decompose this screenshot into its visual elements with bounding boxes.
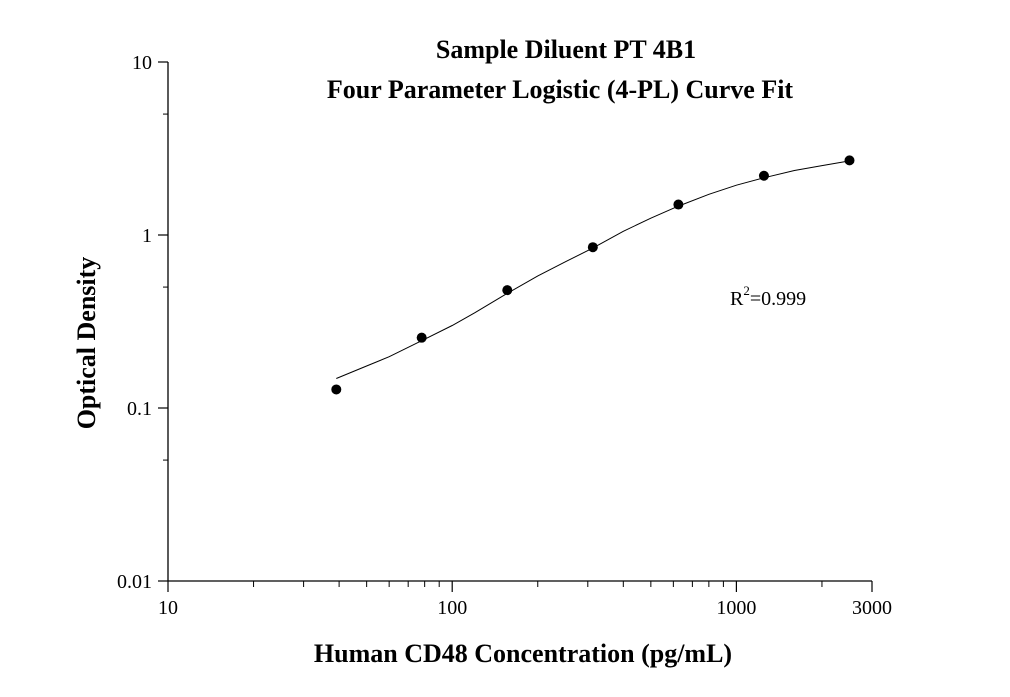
axes	[167, 62, 872, 582]
x-tick-label: 3000	[852, 597, 892, 619]
y-axis-title: Optical Density	[72, 257, 101, 430]
chart-title-line-1: Sample Diluent PT 4B1	[436, 35, 696, 64]
x-axis-ticks: 10 100 1000 3000	[158, 581, 892, 619]
data-point	[416, 332, 427, 343]
x-tick-label: 10	[158, 597, 178, 619]
data-point	[331, 384, 342, 395]
r-squared-superscript: 2	[743, 283, 750, 298]
y-tick-label: 0.01	[117, 571, 152, 593]
x-tick-label: 100	[437, 597, 467, 619]
data-points	[331, 155, 855, 395]
y-tick-label: 1	[142, 225, 152, 247]
fit-curve-line	[336, 160, 850, 379]
data-point	[502, 285, 513, 296]
data-point	[587, 242, 598, 253]
y-tick-label: 10	[132, 52, 152, 74]
y-axis-ticks: 0.01 0.1 1 10	[117, 52, 168, 593]
data-point	[844, 155, 855, 166]
x-tick-label: 1000	[716, 597, 756, 619]
data-point	[758, 170, 769, 181]
data-point	[673, 199, 684, 210]
r-symbol: R	[730, 288, 744, 310]
x-axis-title: Human CD48 Concentration (pg/mL)	[314, 639, 732, 668]
r-squared-value: =0.999	[750, 288, 806, 310]
y-tick-label: 0.1	[127, 398, 152, 420]
chart-title-line-2: Four Parameter Logistic (4-PL) Curve Fit	[327, 75, 794, 104]
r-squared-annotation: R2=0.999	[730, 283, 806, 310]
